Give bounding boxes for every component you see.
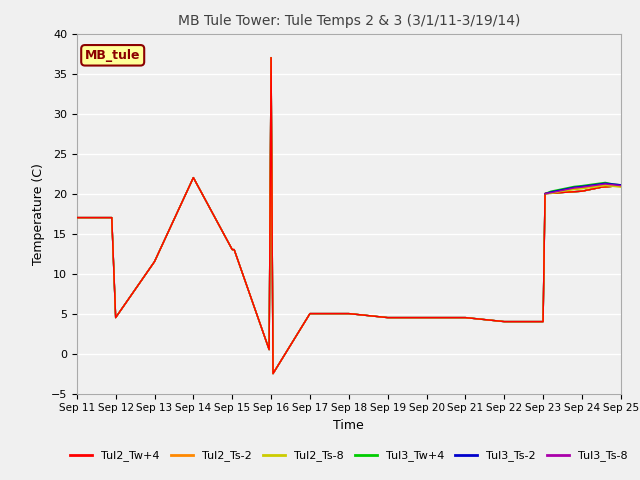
- Y-axis label: Temperature (C): Temperature (C): [32, 163, 45, 264]
- Text: MB_tule: MB_tule: [85, 49, 140, 62]
- Legend: Tul2_Tw+4, Tul2_Ts-2, Tul2_Ts-8, Tul3_Tw+4, Tul3_Ts-2, Tul3_Ts-8: Tul2_Tw+4, Tul2_Ts-2, Tul2_Ts-8, Tul3_Tw…: [65, 446, 632, 466]
- X-axis label: Time: Time: [333, 419, 364, 432]
- Title: MB Tule Tower: Tule Temps 2 & 3 (3/1/11-3/19/14): MB Tule Tower: Tule Temps 2 & 3 (3/1/11-…: [178, 14, 520, 28]
